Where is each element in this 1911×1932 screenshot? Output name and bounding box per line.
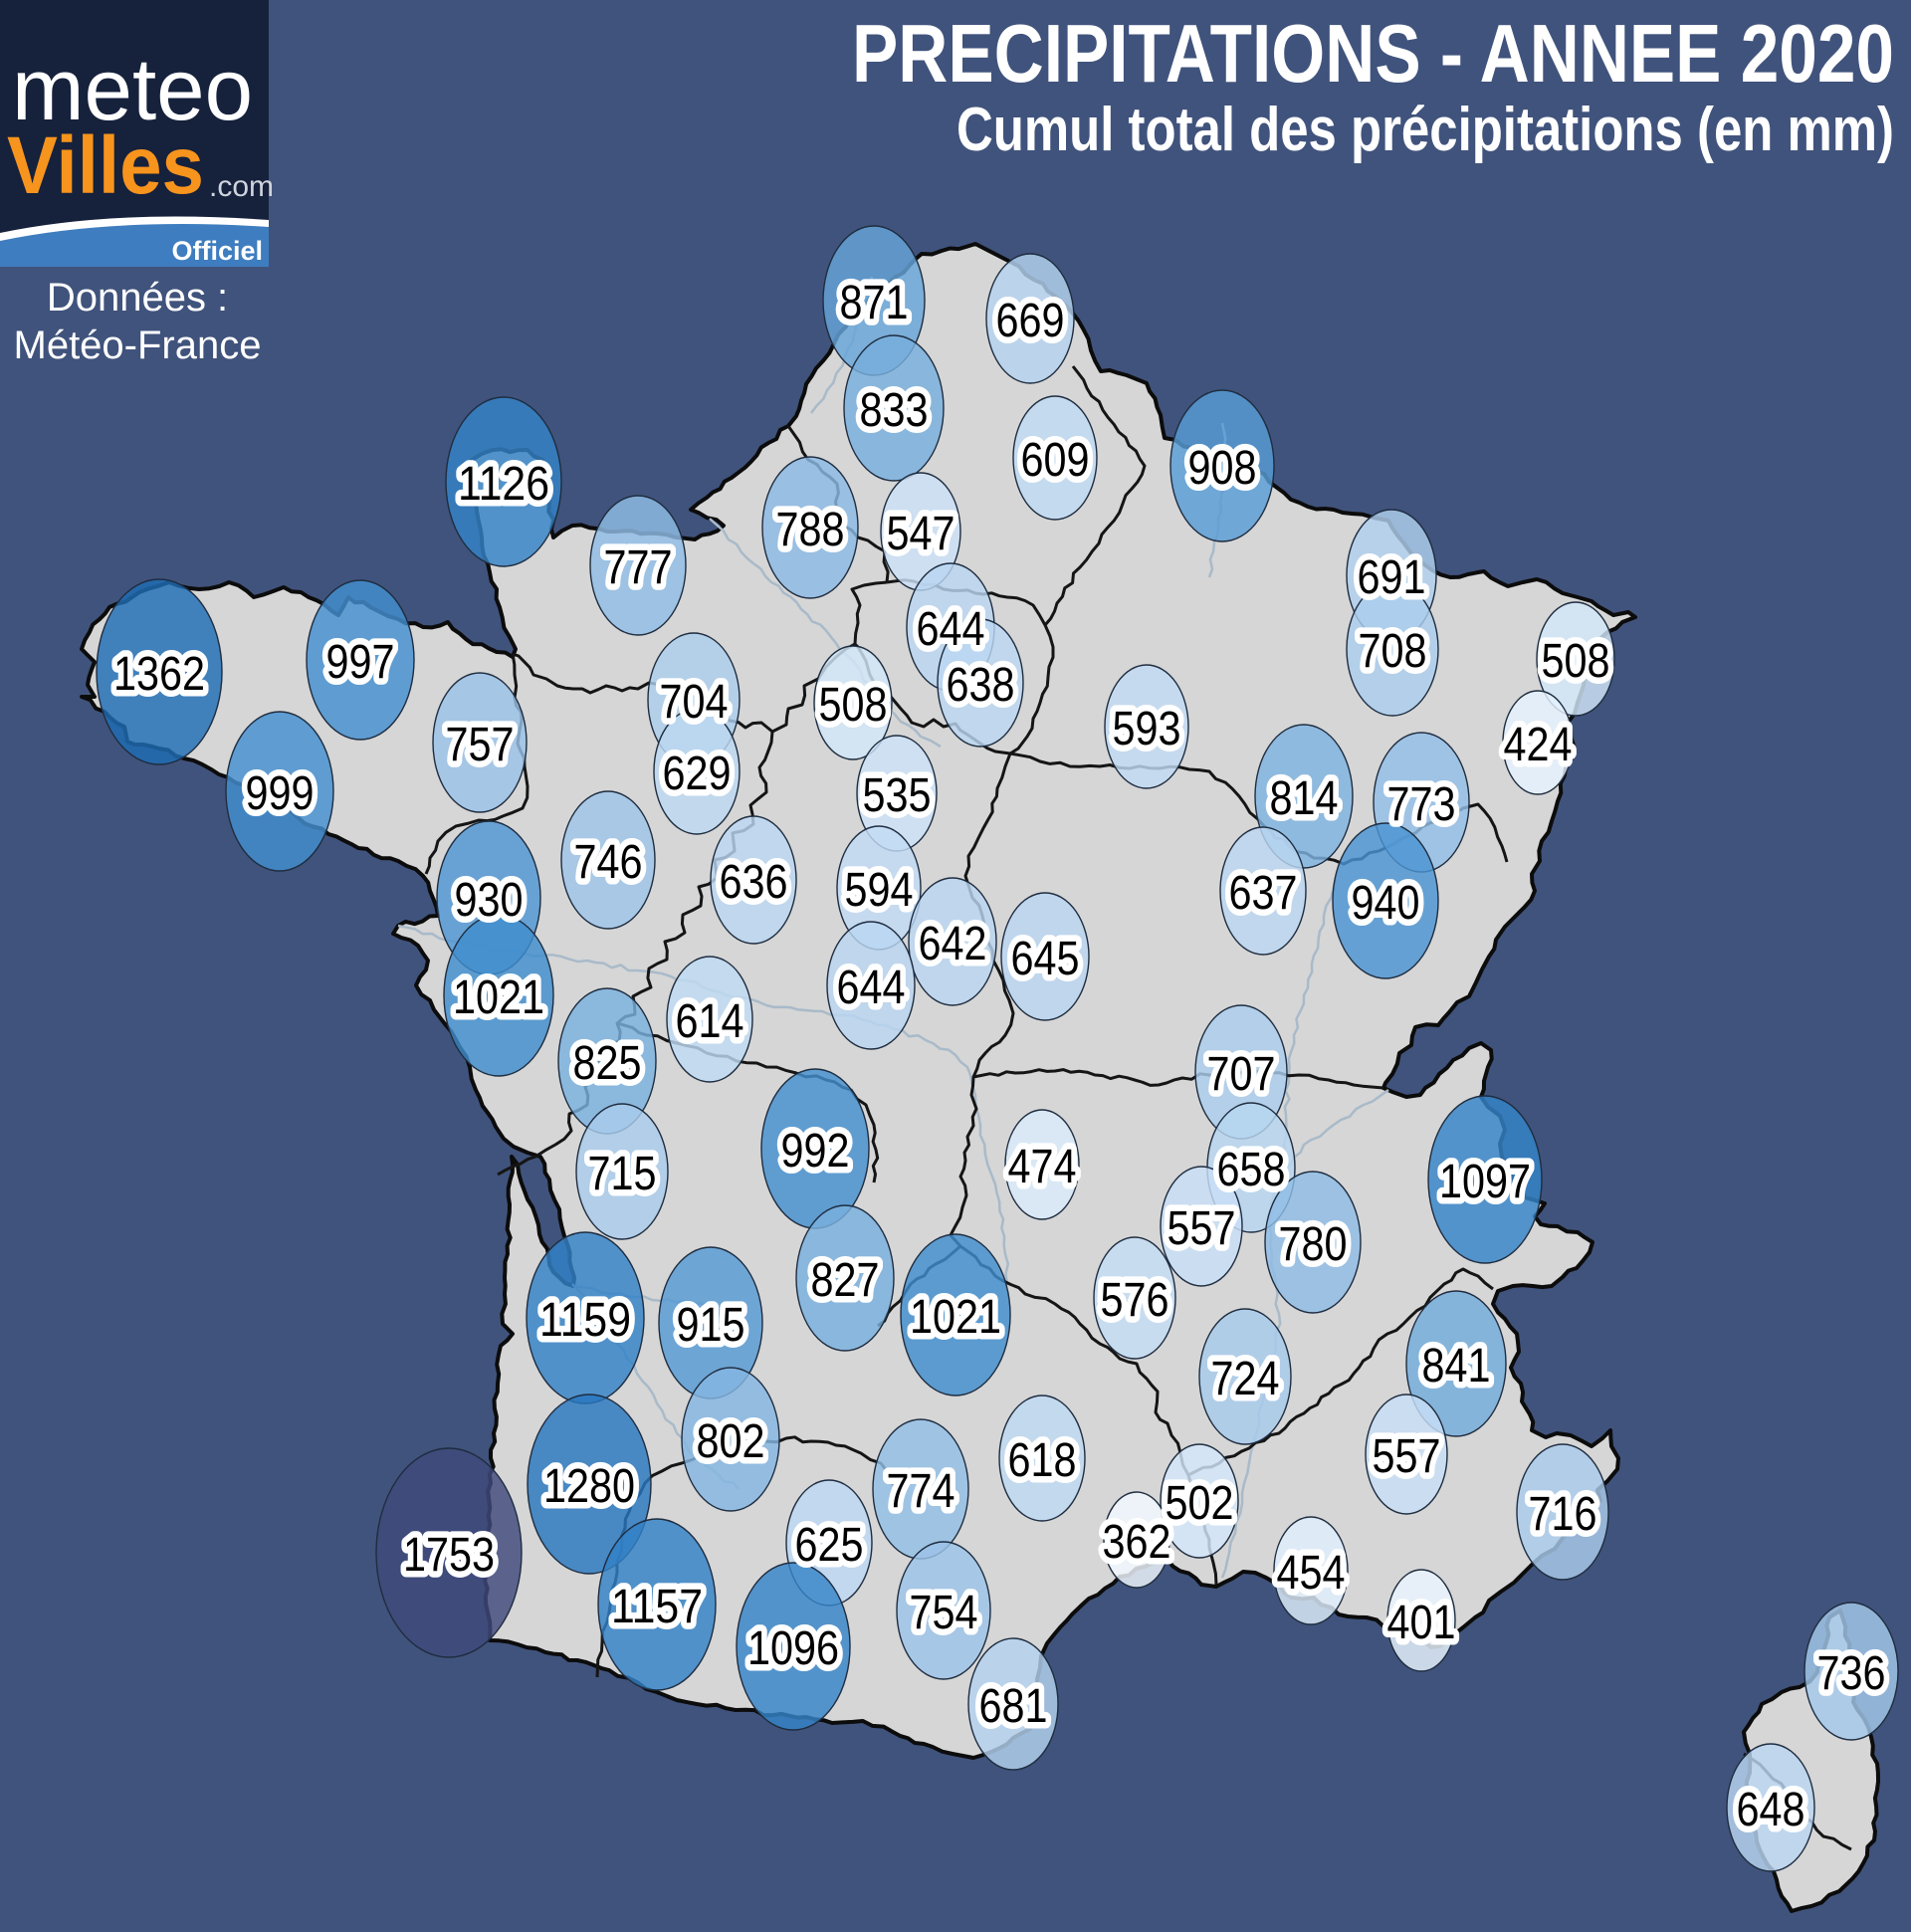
svg-text:724: 724	[1211, 1353, 1280, 1405]
svg-text:841: 841	[1422, 1340, 1491, 1393]
svg-text:557: 557	[1373, 1430, 1441, 1483]
svg-text:593: 593	[1113, 703, 1181, 755]
svg-text:614: 614	[676, 995, 744, 1048]
svg-text:424: 424	[1504, 719, 1573, 771]
svg-text:meteo: meteo	[12, 40, 253, 138]
svg-text:757: 757	[446, 719, 515, 771]
svg-text:777: 777	[604, 541, 673, 594]
svg-text:1097: 1097	[1439, 1156, 1531, 1208]
svg-text:814: 814	[1270, 772, 1339, 825]
svg-text:802: 802	[697, 1415, 765, 1468]
svg-text:773: 773	[1387, 778, 1456, 831]
svg-text:827: 827	[811, 1254, 880, 1307]
svg-text:1096: 1096	[747, 1622, 839, 1675]
svg-text:788: 788	[776, 504, 845, 556]
svg-text:669: 669	[996, 295, 1065, 347]
svg-text:833: 833	[860, 384, 929, 437]
svg-text:1021: 1021	[910, 1291, 1001, 1344]
svg-text:1021: 1021	[453, 971, 544, 1024]
svg-text:736: 736	[1817, 1647, 1886, 1700]
svg-text:704: 704	[660, 676, 729, 729]
svg-text:645: 645	[1011, 933, 1080, 985]
svg-text:401: 401	[1387, 1597, 1456, 1649]
svg-text:642: 642	[919, 918, 987, 970]
svg-text:Données :: Données :	[47, 276, 228, 320]
svg-text:997: 997	[326, 636, 395, 689]
svg-text:535: 535	[863, 769, 932, 822]
svg-text:625: 625	[795, 1519, 864, 1572]
svg-text:362: 362	[1103, 1516, 1171, 1569]
svg-text:930: 930	[455, 874, 524, 927]
svg-text:1126: 1126	[458, 458, 549, 511]
svg-text:454: 454	[1277, 1547, 1346, 1600]
svg-text:474: 474	[1008, 1141, 1077, 1193]
svg-text:638: 638	[947, 659, 1015, 712]
svg-text:707: 707	[1207, 1048, 1276, 1101]
svg-text:940: 940	[1352, 877, 1420, 930]
svg-text:Cumul total des précipitations: Cumul total des précipitations (en mm)	[956, 96, 1894, 164]
svg-text:629: 629	[663, 748, 732, 800]
svg-text:.com: .com	[209, 170, 274, 203]
svg-text:908: 908	[1188, 442, 1257, 495]
svg-text:Officiel: Officiel	[171, 236, 263, 266]
svg-text:708: 708	[1359, 625, 1427, 678]
svg-text:609: 609	[1021, 434, 1090, 487]
svg-text:691: 691	[1358, 551, 1426, 604]
svg-text:644: 644	[837, 962, 906, 1014]
svg-text:Villes: Villes	[7, 120, 204, 211]
svg-text:644: 644	[917, 603, 985, 656]
svg-text:999: 999	[246, 767, 315, 820]
svg-text:502: 502	[1166, 1477, 1234, 1530]
svg-text:1280: 1280	[543, 1460, 635, 1513]
svg-text:508: 508	[1542, 635, 1610, 688]
svg-text:594: 594	[845, 864, 914, 917]
svg-text:825: 825	[573, 1037, 642, 1090]
svg-text:618: 618	[1008, 1434, 1077, 1487]
svg-text:637: 637	[1229, 867, 1298, 920]
svg-text:992: 992	[781, 1125, 850, 1178]
svg-text:1753: 1753	[403, 1529, 495, 1582]
svg-text:871: 871	[840, 277, 909, 329]
svg-text:754: 754	[910, 1587, 978, 1639]
svg-text:715: 715	[588, 1148, 657, 1200]
svg-text:658: 658	[1217, 1144, 1286, 1196]
svg-text:780: 780	[1279, 1218, 1348, 1271]
svg-text:Météo-France: Météo-France	[14, 323, 262, 367]
svg-text:746: 746	[574, 836, 643, 889]
svg-text:716: 716	[1529, 1488, 1597, 1541]
svg-text:1157: 1157	[611, 1581, 703, 1633]
svg-text:681: 681	[979, 1680, 1048, 1733]
svg-text:547: 547	[887, 508, 956, 560]
svg-text:648: 648	[1737, 1784, 1805, 1836]
svg-text:576: 576	[1101, 1274, 1169, 1327]
svg-text:915: 915	[677, 1299, 745, 1352]
svg-text:508: 508	[819, 679, 888, 732]
svg-text:PRECIPITATIONS - ANNEE 2020: PRECIPITATIONS - ANNEE 2020	[852, 7, 1894, 100]
svg-text:557: 557	[1168, 1202, 1236, 1255]
svg-text:1159: 1159	[539, 1294, 631, 1347]
svg-text:636: 636	[720, 856, 788, 909]
svg-text:1362: 1362	[113, 648, 205, 701]
svg-text:774: 774	[887, 1465, 956, 1518]
